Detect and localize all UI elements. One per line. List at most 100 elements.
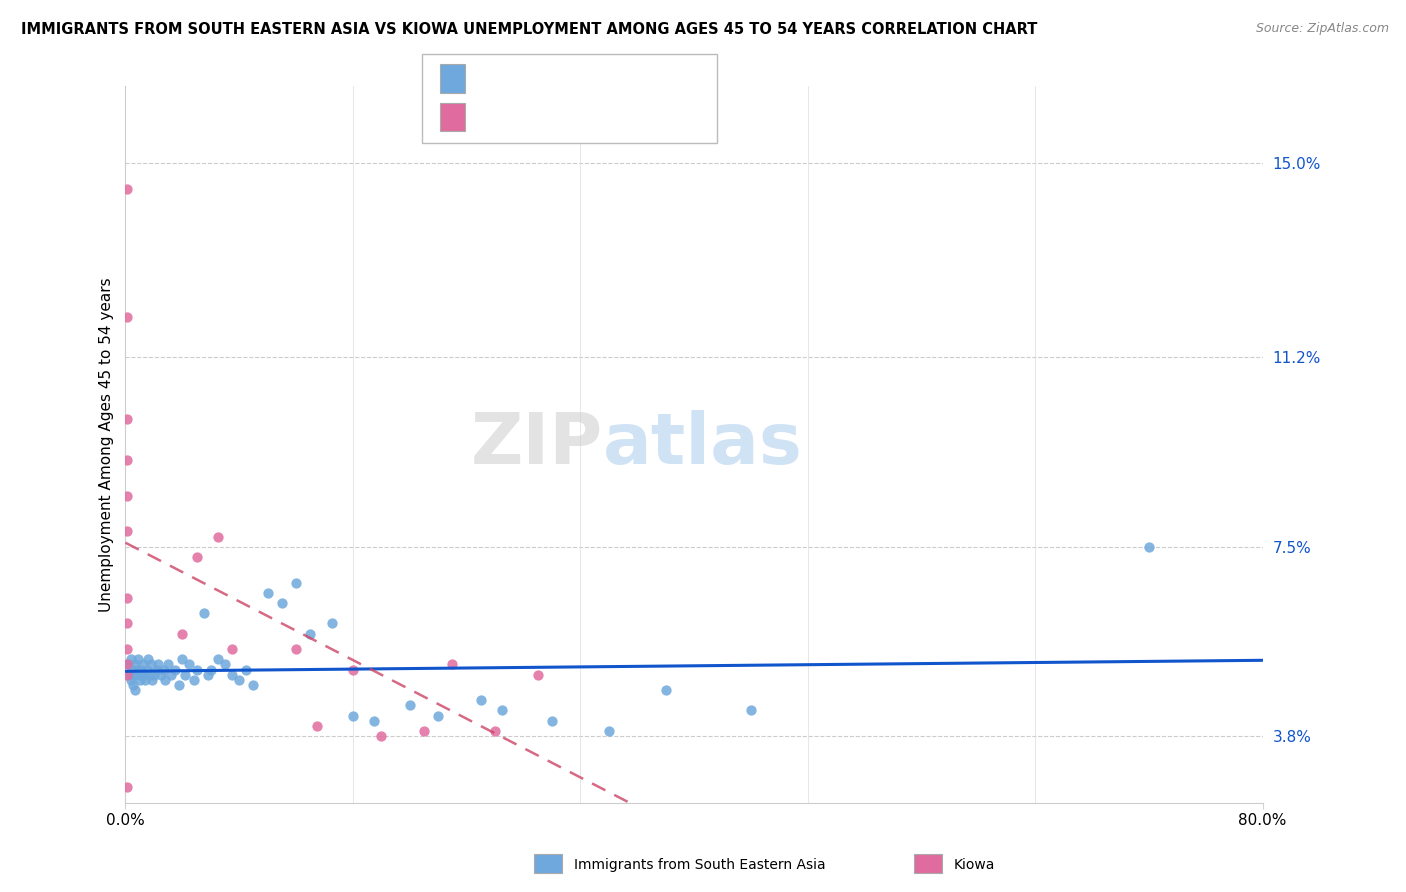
Point [141,673,163,687]
Point [115,524,138,539]
Point [363,714,385,728]
Point [136,652,159,666]
Point [121,663,143,677]
Point [131,657,153,672]
Text: 62: 62 [610,75,630,89]
Point [299,626,322,640]
Point [207,652,229,666]
Point [491,703,513,717]
Point [127,652,149,666]
Point [207,529,229,543]
Point [117,657,139,672]
Point [398,698,420,713]
Point [125,663,148,677]
Point [138,667,160,681]
Point [115,642,138,657]
Point [174,667,197,681]
Point [541,714,564,728]
Point [193,607,215,621]
Point [134,673,156,687]
Point [183,673,205,687]
Point [370,729,392,743]
Point [526,667,548,681]
Point [115,182,138,196]
Text: IMMIGRANTS FROM SOUTH EASTERN ASIA VS KIOWA UNEMPLOYMENT AMONG AGES 45 TO 54 YEA: IMMIGRANTS FROM SOUTH EASTERN ASIA VS KI… [21,22,1038,37]
Point [235,663,257,677]
Point [153,663,176,677]
Point [165,663,187,677]
Point [200,663,222,677]
Point [413,723,436,738]
Point [115,591,138,605]
Point [169,678,191,692]
Point [441,657,464,672]
Text: Source: ZipAtlas.com: Source: ZipAtlas.com [1256,22,1389,36]
Point [342,663,364,677]
Point [124,657,146,672]
Point [115,452,138,467]
Point [120,673,142,687]
Text: R =: R = [474,113,505,128]
Point [146,657,169,672]
Point [115,667,138,681]
Point [484,723,506,738]
Point [150,667,173,681]
Point [135,663,157,677]
Text: atlas: atlas [603,410,803,479]
Point [139,657,162,672]
Point [142,667,165,681]
Point [321,616,343,631]
Point [122,667,145,681]
Point [179,657,201,672]
Text: 24: 24 [610,113,630,128]
Point [145,663,167,677]
Point [186,663,208,677]
Point [197,667,219,681]
Point [124,683,146,698]
Text: N =: N = [565,113,607,128]
Point [307,719,329,733]
Point [128,667,150,681]
Text: Kiowa: Kiowa [953,858,994,872]
Text: Immigrants from South Eastern Asia: Immigrants from South Eastern Asia [574,858,825,872]
Point [285,642,308,657]
Point [155,673,177,687]
Point [172,652,194,666]
Point [115,412,138,426]
Point [115,780,138,794]
Point [221,642,243,657]
Point [470,693,492,707]
Text: -0.024: -0.024 [513,75,565,89]
Point [1137,540,1160,554]
Point [598,723,620,738]
Text: ZIP: ZIP [471,410,603,479]
Point [270,596,292,610]
Text: N =: N = [565,75,607,89]
Point [132,667,155,681]
Point [160,667,183,681]
Point [128,673,150,687]
Point [115,489,138,503]
Point [120,652,142,666]
Point [157,657,180,672]
Point [228,673,250,687]
Point [115,657,138,672]
Y-axis label: Unemployment Among Ages 45 to 54 years: Unemployment Among Ages 45 to 54 years [100,277,114,612]
Point [115,310,138,324]
Point [118,667,141,681]
Text: 0.106: 0.106 [513,113,560,128]
Point [285,575,308,590]
Point [342,708,364,723]
Point [427,708,450,723]
Point [740,703,762,717]
Point [256,586,278,600]
Point [242,678,264,692]
Point [221,667,243,681]
Point [115,616,138,631]
Point [186,549,208,564]
Point [214,657,236,672]
Point [654,683,676,698]
Point [129,663,152,677]
Point [172,626,194,640]
Point [121,678,143,692]
